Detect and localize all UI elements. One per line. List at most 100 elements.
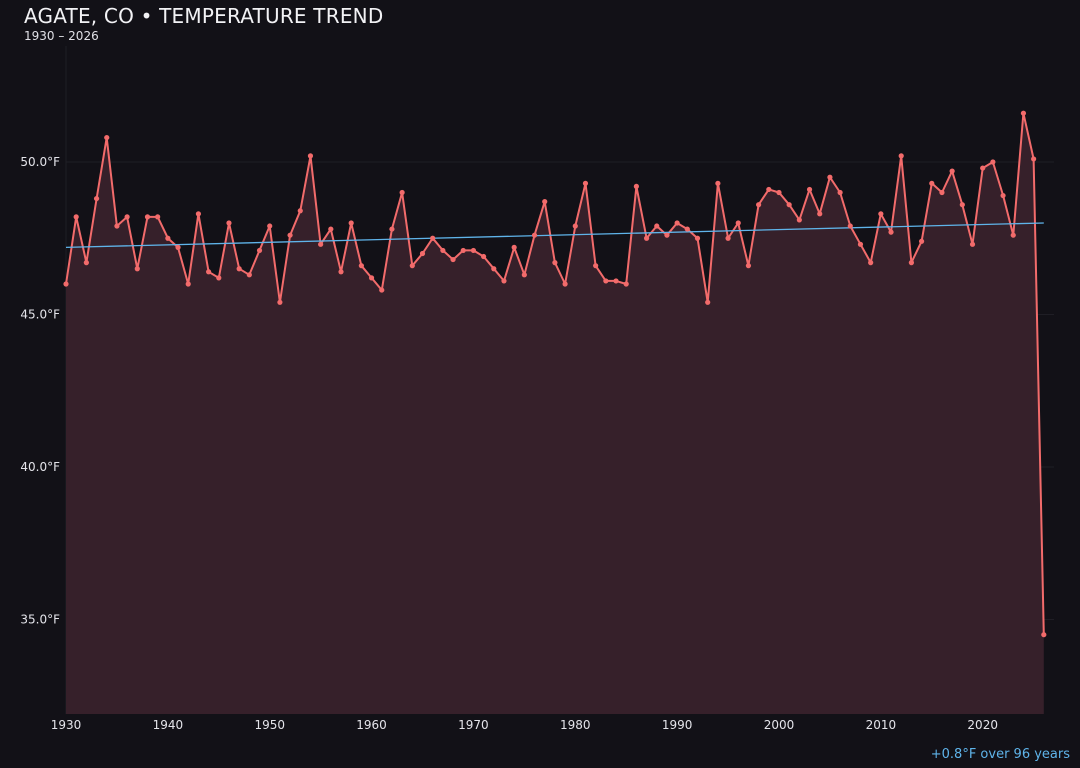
data-point [83,260,89,266]
data-point [1010,232,1016,238]
data-point [1020,110,1027,116]
data-point [715,180,721,186]
data-point [613,278,619,284]
x-tick-label: 2020 [967,718,998,732]
data-point [542,199,548,205]
data-point [297,208,303,214]
data-point [450,256,456,263]
data-point [93,195,100,202]
data-point [287,232,293,238]
data-point [664,232,670,238]
y-tick-label: 45.0°F [20,307,60,321]
data-point [857,241,864,247]
data-point [328,226,334,232]
data-point [470,247,477,254]
data-point [582,180,589,186]
data-point [440,247,446,254]
data-point [338,269,344,275]
data-point [307,153,314,159]
x-tick-label: 2000 [764,718,795,732]
data-point [827,174,833,180]
data-point [705,299,711,305]
data-point [165,235,171,241]
x-tick-label: 1940 [153,718,184,732]
data-point [419,250,426,257]
chart-subtitle: 1930 – 2026 [24,29,99,43]
data-point [786,202,792,208]
x-tick-label: 1930 [51,718,82,732]
data-point [847,223,853,229]
x-tick-label: 1960 [356,718,387,732]
data-point [603,278,609,284]
data-point [144,214,151,220]
data-point [918,238,925,244]
data-point [389,226,395,232]
data-point [430,235,436,241]
data-point [348,220,354,226]
data-point [623,281,629,287]
data-point [868,260,874,266]
data-point [756,202,762,208]
data-point [399,189,405,196]
data-point [593,263,599,269]
data-point [817,211,823,217]
data-point [491,266,497,272]
x-tick-label: 1950 [254,718,285,732]
data-point [725,235,731,241]
data-point [277,299,283,305]
x-tick-label: 1970 [458,718,489,732]
x-tick-label: 2010 [866,718,897,732]
data-point [643,235,650,241]
data-point [562,281,568,287]
data-point [572,223,578,229]
data-point [267,223,273,229]
data-point [969,241,976,247]
data-point [175,244,181,250]
data-point [256,247,263,254]
data-point [246,272,252,278]
data-point [1031,156,1037,162]
x-tick-label: 1980 [560,718,591,732]
data-point [1041,632,1047,638]
data-point [185,281,191,287]
data-point [837,189,843,196]
data-point [236,266,242,272]
trend-line [65,222,1044,249]
data-point [460,247,466,254]
data-point [124,214,130,220]
data-point [134,266,140,272]
data-point [216,275,222,281]
data-point [368,275,375,281]
data-point [501,278,507,284]
data-point [654,223,660,229]
data-point [980,165,986,171]
data-point [104,134,110,141]
data-point [155,214,161,220]
chart-title: AGATE, CO • TEMPERATURE TREND [24,4,384,28]
data-point [1000,192,1006,199]
data-point [318,241,324,247]
data-point [531,232,538,238]
trend-annotation: +0.8°F over 96 years [930,747,1070,762]
data-point [63,281,69,287]
data-point [766,186,772,193]
area-fill [66,113,1044,714]
data-point [195,211,202,217]
data-point [684,226,690,232]
data-point [735,220,741,226]
data-point [990,159,996,165]
data-point [633,183,639,189]
data-point [878,211,884,217]
data-point [552,260,558,266]
data-point [939,189,945,196]
data-point [888,229,894,235]
y-tick-label: 40.0°F [20,460,60,474]
data-point [796,217,802,223]
data-point [73,214,79,220]
data-point [898,153,904,159]
data-point [674,220,680,226]
data-point [481,253,487,260]
data-point [959,202,965,208]
data-point [908,260,915,266]
